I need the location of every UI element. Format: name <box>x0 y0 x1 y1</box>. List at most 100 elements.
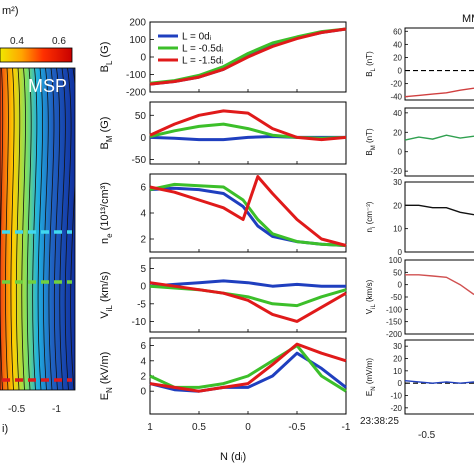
mid-xtick-label-0: 1 <box>147 422 153 433</box>
mid-series-2-2 <box>149 175 347 247</box>
right-title: MM <box>462 13 474 25</box>
right-ylabel-3: ViL (km/s) <box>365 279 377 314</box>
right-ytick-label: 20 <box>393 128 402 137</box>
right-ytick-label: 30 <box>393 342 402 351</box>
right-ytick-label: -40 <box>390 93 402 102</box>
mid-series-4-0 <box>149 351 347 393</box>
mid-ytick-label: 6 <box>140 183 146 194</box>
contour-line <box>70 68 75 390</box>
right-series-4 <box>404 380 474 384</box>
mid-ytick-label: -10 <box>132 317 147 328</box>
mid-series-3-2 <box>149 281 347 323</box>
right-ytick-label: 20 <box>393 53 402 62</box>
right-ytick-label: 40 <box>393 40 402 49</box>
contour-line <box>32 68 38 390</box>
mid-ytick-label: 0 <box>140 133 146 144</box>
mid-xtick-label-4: -1 <box>342 422 351 433</box>
contour-line <box>15 68 21 390</box>
right-ytick-label: 40 <box>393 109 402 118</box>
contour-line <box>59 68 66 390</box>
mid-ytick-label: 0 <box>140 53 146 64</box>
right-ytick-label: -10 <box>390 392 402 401</box>
mid-ylabel-1: BM (G) <box>99 117 114 150</box>
right-ytick-label: 0 <box>398 379 403 388</box>
right-ylabel-2: ni (cm⁻³) <box>365 201 377 232</box>
mid-ylabel-2: ne (10¹³/cm³) <box>99 182 114 244</box>
mid-subplot-3: 5 0 -5 -10 ViL (km/s) <box>99 257 347 333</box>
right-ytick-label: 10 <box>393 225 402 234</box>
right-ytick-label: 10 <box>393 367 402 376</box>
right-ytick-label: 60 <box>393 27 402 36</box>
mid-subplot-0: 200 100 0 -100 -200 BL (G) <box>99 18 347 99</box>
left-x-tick-0: -0.5 <box>8 404 26 415</box>
mid-series-3-0 <box>149 279 346 288</box>
right-ytick-label: 0 <box>398 148 403 157</box>
right-ylabel-1: BM (nT) <box>365 128 377 156</box>
right-ytick-label: 0 <box>398 67 403 76</box>
right-series-1 <box>404 134 474 141</box>
right-axes-3 <box>404 259 474 335</box>
right-subplot-1: 40 20 0 -20 BM (nT) <box>365 107 474 177</box>
mid-ytick-label: -100 <box>126 70 146 81</box>
region-label: MSP <box>28 76 67 96</box>
mid-ytick-label: 2 <box>140 235 146 246</box>
right-axes-1 <box>404 107 474 177</box>
colorbar-label: m²) <box>2 5 19 17</box>
right-axes-4 <box>404 339 474 415</box>
mid-axes-3 <box>149 257 347 333</box>
right-ytick-label: -200 <box>386 330 403 339</box>
contour-line <box>48 68 55 390</box>
contour-line <box>76 68 82 390</box>
right-subplot-2: 30 20 10 0 ni (cm⁻³) <box>365 178 474 257</box>
contour-map <box>0 67 76 391</box>
right-ylabel-0: BL (nT) <box>365 51 377 77</box>
contour-line <box>0 68 4 390</box>
right-ytick-label: -20 <box>390 80 402 89</box>
right-ytick-label: 50 <box>393 268 402 277</box>
contour-line <box>64 68 72 390</box>
contour-line <box>10 68 15 390</box>
mid-ylabel-0: BL (G) <box>99 42 114 73</box>
mid-axes-1 <box>149 101 347 165</box>
contour-line <box>5 68 9 390</box>
right-ytick-label: 0 <box>398 248 403 257</box>
right-ytick-label: 100 <box>389 256 403 265</box>
right-ytick-label: -20 <box>390 167 402 176</box>
mid-ytick-label: -200 <box>126 88 146 99</box>
mid-ytick-label: -50 <box>132 155 147 166</box>
mid-ytick-label: 5 <box>140 264 146 275</box>
mid-ytick-label: 50 <box>135 111 147 122</box>
right-x-tick: -0.5 <box>418 430 436 441</box>
mid-ytick-label: 200 <box>129 18 146 29</box>
right-ytick-label: -100 <box>386 305 403 314</box>
mid-ytick-label: 4 <box>140 209 146 220</box>
contour-line <box>26 68 32 390</box>
mid-ytick-label: 0 <box>140 387 146 398</box>
mid-ytick-label: 100 <box>129 35 146 46</box>
mid-ylabel-3: ViL (km/s) <box>99 271 114 318</box>
right-ylabel-4: EN (mV/m) <box>365 358 377 396</box>
colorbar-tick-1: 0.6 <box>52 36 66 47</box>
right-series-3 <box>405 274 474 296</box>
mid-xtick-label-3: -0.5 <box>288 422 306 433</box>
mid-subplot-4: 6 4 2 0 EN (kV/m) <box>99 337 347 415</box>
mid-series-4-2 <box>149 342 347 393</box>
left-x-label: i) <box>2 423 8 435</box>
right-axes-2 <box>404 181 474 253</box>
legend-label-2: L = -1.5dᵢ <box>182 56 223 67</box>
mid-xtick-label-1: 0.5 <box>192 422 206 433</box>
mid-ylabel-4: EN (kV/m) <box>99 352 114 401</box>
right-subplot-0: 60 40 20 0 -20 -40 BL (nT) <box>365 27 474 102</box>
mid-ytick-label: -5 <box>137 299 146 310</box>
mid-ytick-label: 2 <box>140 372 146 383</box>
middle-x-label: N (dᵢ) <box>220 451 246 463</box>
colorbar-tick-0: 0.4 <box>10 36 24 47</box>
right-subplot-3: 100 50 0 -50 -100 -150 -200 ViL (km/s) <box>365 256 474 339</box>
right-ytick-label: -150 <box>386 318 403 327</box>
mid-series-1-2 <box>149 109 347 142</box>
right-ytick-label: 0 <box>398 281 403 290</box>
right-panel: 60 40 20 0 -20 -40 BL (nT) 40 20 0 -20 BM (nT) 30 20 1… <box>365 27 474 415</box>
contour-lines <box>0 68 82 390</box>
colorbar <box>0 47 73 63</box>
